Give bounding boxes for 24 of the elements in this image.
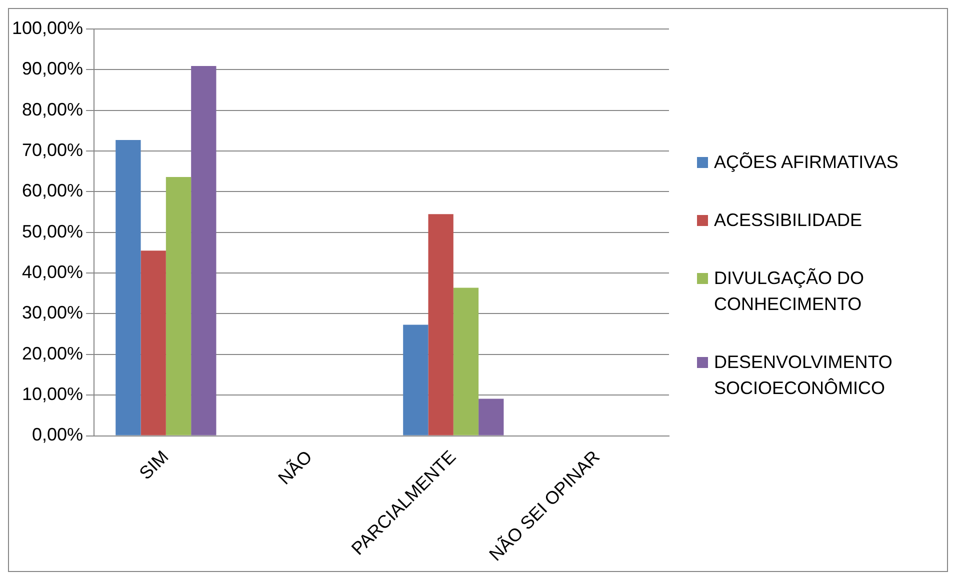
bar <box>428 214 454 436</box>
bar <box>403 324 428 436</box>
bar <box>453 288 479 436</box>
y-tick-label: 100,00% <box>12 18 84 38</box>
y-tick-label: 50,00% <box>22 221 84 242</box>
bar <box>478 398 504 436</box>
bar <box>191 66 216 436</box>
y-tick-label: 0,00% <box>32 424 84 445</box>
y-tick-label: 80,00% <box>22 99 84 120</box>
legend-label: DIVULGAÇÃO DO CONHECIMENTO <box>714 267 866 316</box>
bar <box>116 140 141 436</box>
y-tick-label: 70,00% <box>22 140 84 160</box>
y-tick-label: 60,00% <box>22 180 84 201</box>
y-tick-label: 40,00% <box>22 262 84 282</box>
bar <box>166 177 192 436</box>
x-tick-label: SIM <box>135 446 172 484</box>
legend-label: AÇÕES AFIRMATIVAS <box>714 151 898 174</box>
y-tick-label: 20,00% <box>22 343 84 364</box>
y-tick-label: 90,00% <box>22 58 84 79</box>
legend-label: ACESSIBILIDADE <box>714 209 862 232</box>
bar <box>140 250 166 436</box>
legend-label: DESENVOLVIMENTO SOCIOECONÔMICO <box>714 351 894 400</box>
y-tick-label: 30,00% <box>22 302 84 323</box>
y-tick-label: 10,00% <box>22 384 84 404</box>
